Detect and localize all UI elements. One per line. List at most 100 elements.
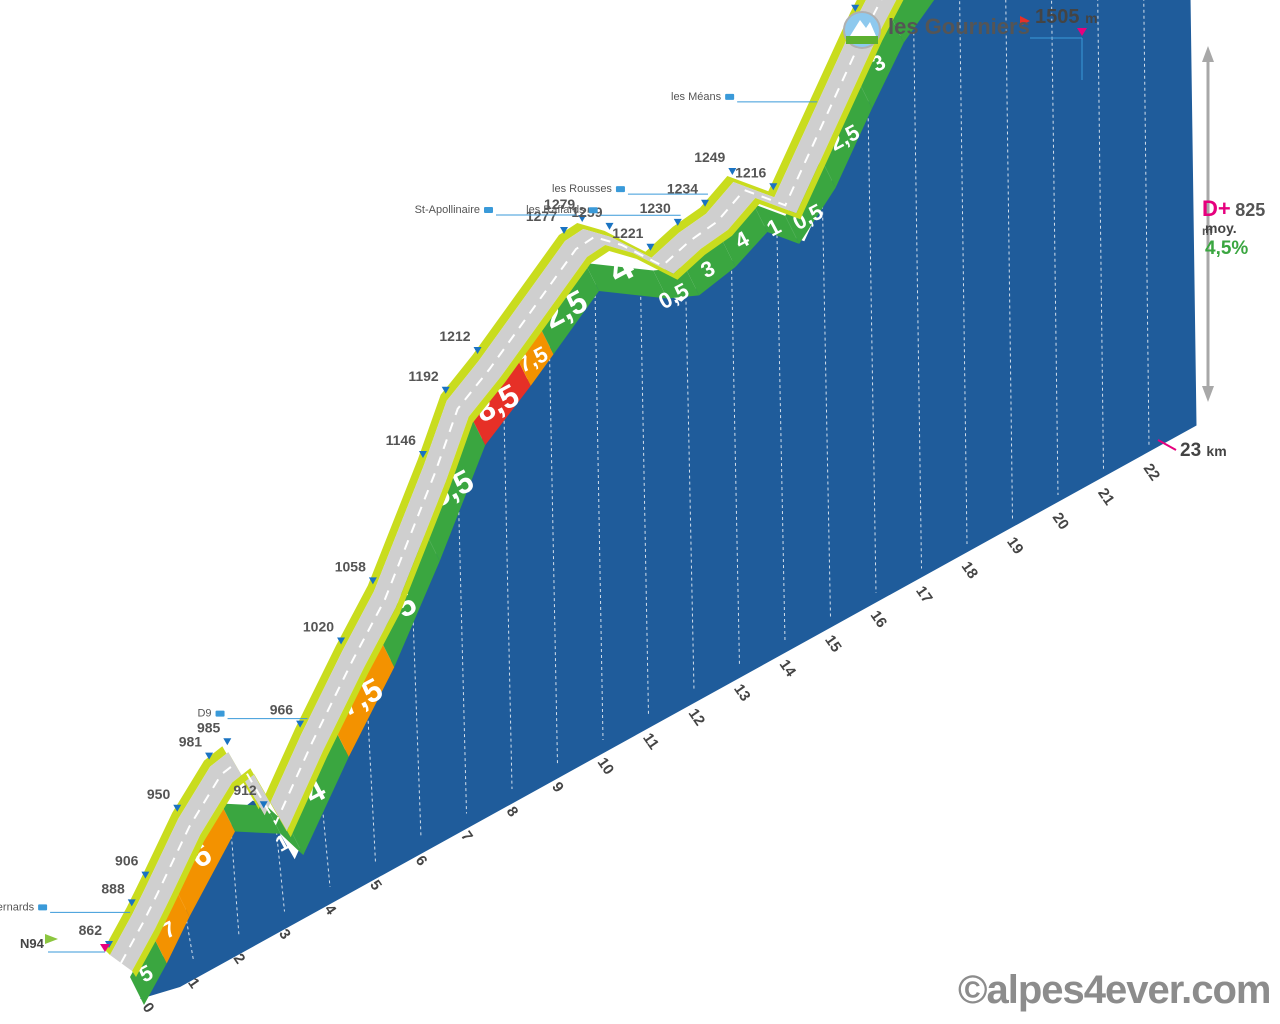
decorations bbox=[45, 11, 1214, 953]
gradient-segment bbox=[471, 357, 531, 446]
gradient-segment bbox=[889, 0, 935, 43]
altitude-marker bbox=[337, 637, 346, 645]
km-gridline bbox=[367, 708, 376, 863]
profile-wall bbox=[140, 0, 1197, 999]
altitude-marker bbox=[560, 227, 568, 235]
km-gridline bbox=[458, 500, 467, 814]
km-gridline bbox=[185, 914, 194, 961]
km-gridline bbox=[1005, 0, 1013, 520]
total-distance-value: 23 bbox=[1180, 440, 1202, 461]
grass-icon bbox=[846, 36, 878, 44]
copyright-text: ©alpes4ever.com bbox=[958, 968, 1271, 1012]
gradient-segment bbox=[721, 204, 768, 267]
summit-altitude: 1505 m bbox=[1035, 6, 1098, 29]
km-gridline bbox=[1051, 0, 1059, 496]
gradient-segment bbox=[380, 532, 440, 668]
road-surface bbox=[104, 0, 904, 977]
altitude-marker bbox=[728, 168, 737, 176]
km-gridline bbox=[549, 352, 558, 765]
x-tick-label: 19 bbox=[1003, 534, 1026, 557]
altitude-label: 950 bbox=[147, 786, 171, 802]
road-lower-edge bbox=[132, 0, 904, 977]
km-gridline bbox=[276, 831, 285, 912]
altitude-marker bbox=[605, 222, 614, 230]
altitude-label: 1020 bbox=[303, 619, 334, 635]
altitude-label: 966 bbox=[270, 702, 294, 718]
elevation-gain: D+ 825 m bbox=[1202, 196, 1280, 240]
x-tick-label: 18 bbox=[958, 559, 981, 582]
start-road-label: N94 bbox=[20, 936, 44, 951]
altitude-marker bbox=[205, 752, 214, 760]
altitude-marker bbox=[141, 871, 150, 879]
x-tick-label: 15 bbox=[821, 632, 844, 655]
gradient-segment bbox=[175, 803, 235, 917]
km-gridline bbox=[1097, 0, 1104, 471]
x-tick-label: 0 bbox=[139, 1000, 158, 1017]
average-gradient-label: moy. bbox=[1205, 220, 1237, 236]
altitude-marker bbox=[368, 577, 377, 585]
altitude-marker bbox=[769, 183, 778, 191]
altitude-label: 1058 bbox=[335, 558, 366, 574]
road-band bbox=[110, 0, 897, 971]
gradient-segment bbox=[685, 238, 736, 296]
road-centre-line bbox=[120, 0, 883, 964]
summit-altitude-unit: m bbox=[1085, 10, 1098, 26]
gradient-segment bbox=[585, 263, 668, 299]
km-gridline bbox=[959, 0, 968, 545]
start-marker-icon bbox=[100, 944, 110, 952]
place-icon bbox=[588, 207, 598, 214]
altitude-label: 1216 bbox=[735, 164, 766, 180]
x-tick-label: 12 bbox=[685, 706, 708, 729]
average-gradient: moy. 4,5% bbox=[1205, 220, 1280, 260]
average-gradient-value: 4,5% bbox=[1205, 238, 1249, 259]
altitude-marker bbox=[701, 199, 710, 207]
arrow-head-up-icon bbox=[1202, 46, 1214, 62]
place-labels: les Bernards D9 St-Apollinaire les Raffards… bbox=[0, 91, 818, 913]
altitude-label: 1234 bbox=[667, 181, 698, 197]
total-distance: 23 km bbox=[1180, 440, 1227, 462]
gradient-segment bbox=[425, 417, 486, 561]
km-gridline bbox=[503, 414, 513, 790]
altitude-marker bbox=[441, 386, 450, 394]
x-tick-label: 21 bbox=[1094, 485, 1117, 508]
summit-flag-icon bbox=[1020, 16, 1030, 26]
gradient-segment bbox=[858, 14, 904, 109]
place-label: les Méans bbox=[671, 91, 722, 103]
place-icon bbox=[484, 207, 493, 214]
altitude-label: 1192 bbox=[408, 368, 439, 384]
gradient-segment bbox=[753, 204, 800, 244]
gradient-segment bbox=[653, 267, 700, 299]
x-tick-label: 22 bbox=[1140, 461, 1163, 484]
place-label: St-Apollinaire bbox=[415, 204, 480, 216]
x-tick-label: 17 bbox=[912, 583, 935, 606]
x-tick-label: 14 bbox=[776, 657, 800, 681]
x-tick-label: 20 bbox=[1049, 510, 1072, 533]
altitude-marker bbox=[127, 899, 136, 907]
altitude-marker bbox=[851, 4, 860, 12]
gradient-segment bbox=[289, 728, 349, 856]
gradient-segment bbox=[516, 326, 554, 386]
altitude-label: 1279 bbox=[544, 196, 575, 212]
km-gridline bbox=[321, 802, 331, 888]
place-label: les Bernards bbox=[0, 901, 35, 913]
place-icon bbox=[725, 93, 735, 100]
elevation-gain-label: D+ bbox=[1202, 196, 1231, 221]
gradient-segment bbox=[785, 159, 836, 244]
altitude-label: 1212 bbox=[439, 328, 470, 344]
profile-wall-area bbox=[140, 0, 1197, 999]
arrow-head-down-icon bbox=[1202, 386, 1214, 402]
km-gridline bbox=[731, 264, 740, 667]
altitude-label: 888 bbox=[101, 880, 125, 896]
gradient-segment bbox=[152, 888, 190, 964]
altitude-label: 906 bbox=[115, 853, 139, 869]
gradient-segment bbox=[334, 639, 395, 757]
x-tick-label: 10 bbox=[594, 755, 617, 778]
altitude-marker bbox=[259, 801, 268, 809]
altitude-label: 1277 bbox=[526, 208, 557, 224]
gradient-segment bbox=[266, 805, 304, 856]
place-icon bbox=[215, 710, 225, 717]
altitude-label: 1221 bbox=[612, 225, 643, 241]
altitude-label: 1230 bbox=[640, 200, 671, 216]
summit-marker-icon bbox=[1077, 28, 1087, 36]
